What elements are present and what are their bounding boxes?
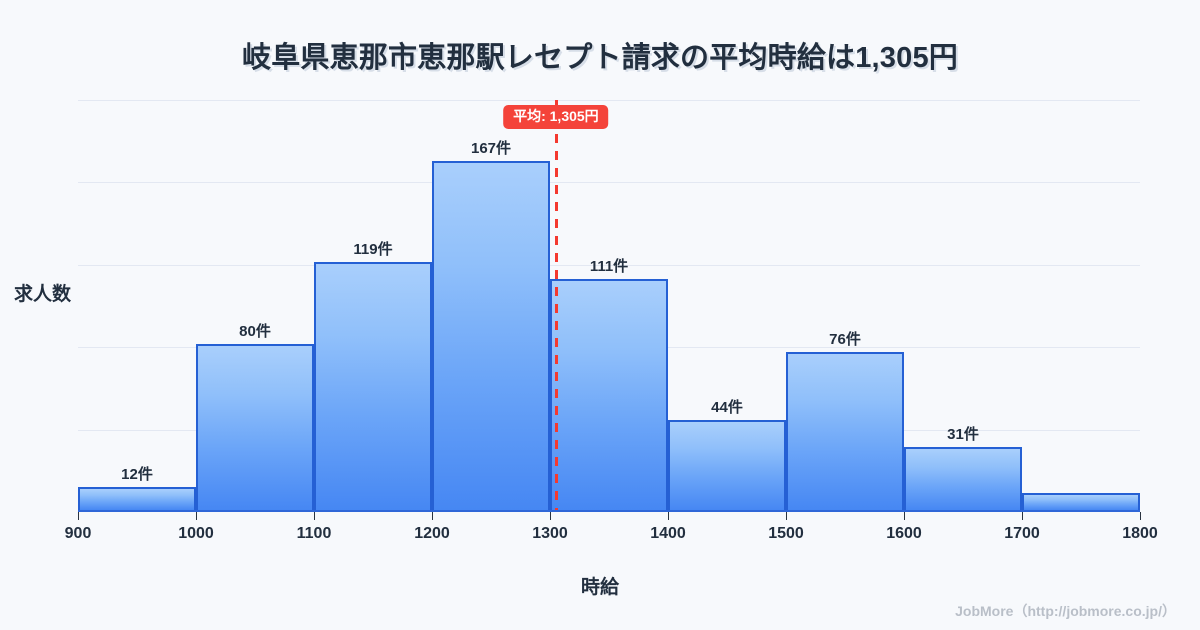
histogram-bar xyxy=(786,352,904,512)
x-tick-label: 1000 xyxy=(178,525,214,542)
x-tick-label: 1500 xyxy=(768,525,804,542)
bar-value-label: 119件 xyxy=(353,240,393,258)
x-tick-mark xyxy=(196,512,197,520)
x-tick-mark xyxy=(432,512,433,520)
x-tick-label: 1400 xyxy=(650,525,686,542)
bar-value-label: 44件 xyxy=(711,398,743,416)
bar-value-label: 12件 xyxy=(121,465,153,483)
gridline xyxy=(78,265,1140,266)
histogram-bar xyxy=(904,446,1022,512)
footer-attribution: JobMore（http://jobmore.co.jp/） xyxy=(955,603,1176,619)
bar-value-label: 167件 xyxy=(470,139,512,157)
bar-value-label: 111件 xyxy=(589,257,629,275)
histogram-bar xyxy=(314,261,432,512)
histogram-bar xyxy=(196,343,314,512)
histogram-bar xyxy=(432,160,550,512)
x-tick-label: 900 xyxy=(64,525,92,542)
average-line xyxy=(554,100,558,512)
x-tick-mark xyxy=(78,512,79,520)
x-tick-label: 1300 xyxy=(532,525,568,542)
histogram-bar xyxy=(668,419,786,512)
histogram-bar xyxy=(78,486,196,512)
bar-value-label: 31件 xyxy=(947,425,979,443)
bar-value-label: 76件 xyxy=(829,331,861,349)
x-tick-label: 1100 xyxy=(296,525,332,542)
bar-value-label: 80件 xyxy=(239,322,271,340)
x-tick-mark xyxy=(1140,512,1141,520)
x-axis-line xyxy=(78,510,1140,512)
x-tick-mark xyxy=(786,512,787,520)
x-tick-label: 1200 xyxy=(414,525,450,542)
x-axis-title: 時給 xyxy=(580,577,619,598)
x-tick-label: 1800 xyxy=(1122,525,1158,542)
x-tick-mark xyxy=(668,512,669,520)
histogram-bar xyxy=(550,278,668,512)
x-tick-mark xyxy=(314,512,315,520)
page-title: 岐阜県恵那市恵那駅レセプト請求の平均時給は1,305円 xyxy=(242,42,958,74)
x-tick-mark xyxy=(550,512,551,520)
average-badge: 平均: 1,305円 xyxy=(503,105,609,130)
x-tick-label: 1700 xyxy=(1004,525,1040,542)
plot-area xyxy=(78,100,1140,512)
gridline xyxy=(78,182,1140,183)
x-tick-mark xyxy=(904,512,905,520)
gridline xyxy=(78,100,1140,101)
x-tick-label: 1600 xyxy=(886,525,922,542)
x-tick-mark xyxy=(1022,512,1023,520)
y-axis-title: 求人数 xyxy=(14,284,72,305)
